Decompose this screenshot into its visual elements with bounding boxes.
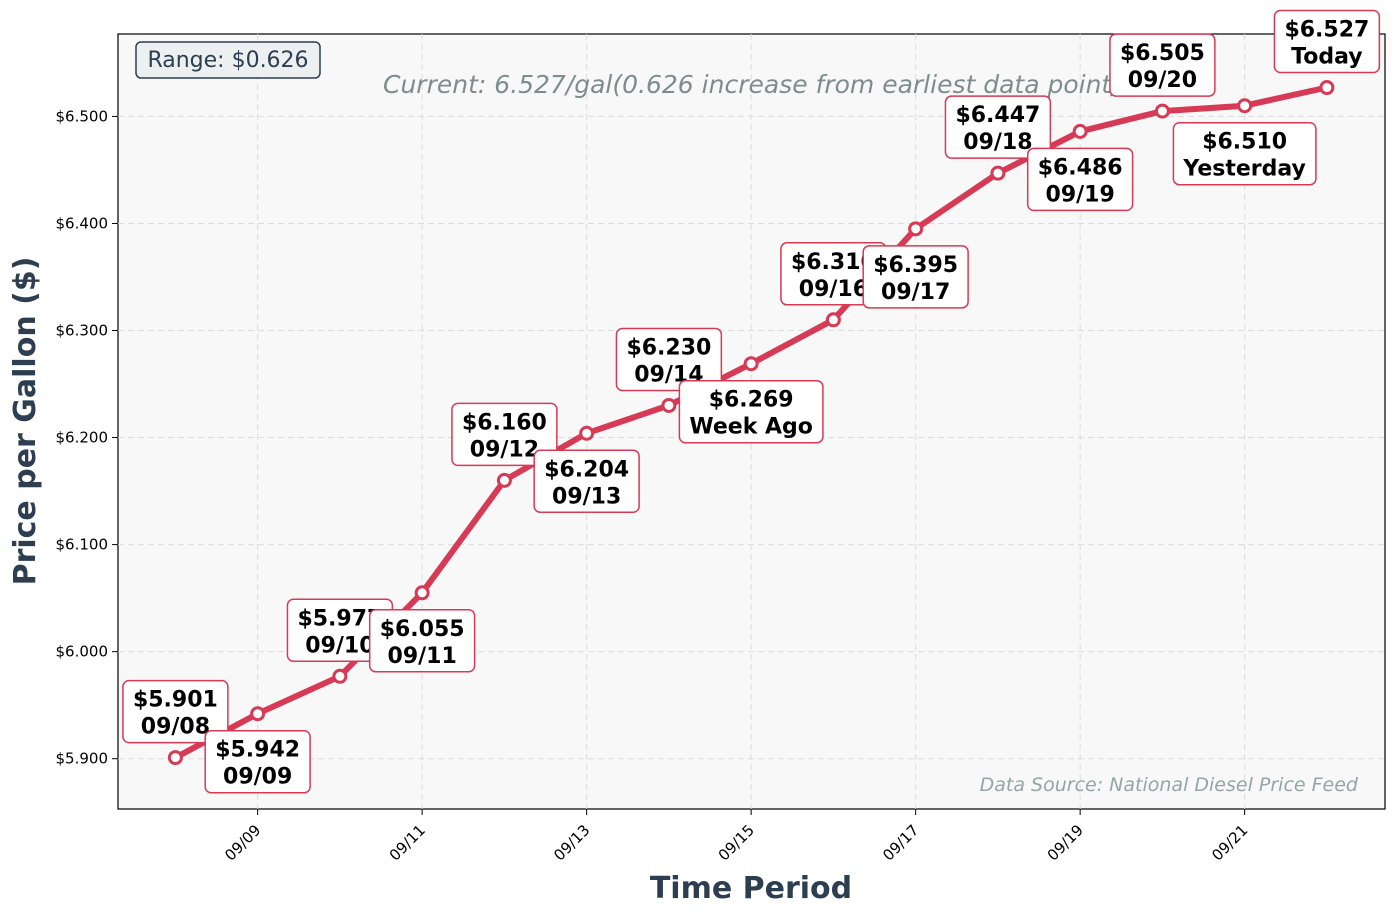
data-label-box — [1109, 33, 1216, 97]
data-label-box — [1026, 147, 1134, 212]
x-axis-title: Time Period — [650, 871, 852, 906]
data-label-price: $6.486 — [1038, 155, 1123, 180]
data-label-price: $6.505 — [1120, 41, 1205, 66]
x-tick-label: 09/17 — [879, 821, 922, 864]
data-point — [990, 165, 1006, 181]
x-tick-label: 09/09 — [221, 821, 264, 864]
data-label-date: 09/11 — [388, 644, 457, 669]
data-label-date: 09/13 — [552, 484, 621, 509]
data-label-box — [1273, 9, 1381, 74]
data-label-date: 09/16 — [799, 277, 868, 302]
range-label: Range: $0.626 — [147, 48, 308, 73]
data-labels: $5.90109/08$5.94209/09$5.97709/10$6.0550… — [122, 9, 1381, 794]
range-box: Range: $0.626 — [135, 41, 321, 79]
data-label-price: $6.395 — [873, 253, 958, 278]
data-label-box — [862, 245, 969, 309]
x-tick-label: 09/21 — [1208, 821, 1251, 864]
data-label-date: 09/17 — [881, 280, 950, 305]
data-point — [1319, 80, 1335, 96]
y-tick-label: $6.100 — [56, 536, 109, 554]
data-label-date: 09/08 — [141, 715, 210, 740]
data-label-date: Yesterday — [1182, 157, 1305, 182]
y-tick-label: $5.900 — [56, 750, 109, 768]
data-point — [579, 425, 595, 441]
data-label-price: $6.510 — [1202, 130, 1287, 155]
data-point — [1237, 98, 1253, 114]
y-tick-label: $6.500 — [56, 107, 109, 125]
y-tick-label: $6.000 — [56, 643, 109, 661]
data-point — [825, 312, 841, 328]
data-label-date: Today — [1291, 45, 1362, 70]
data-point — [1072, 123, 1088, 139]
x-tick-label: 09/19 — [1044, 821, 1087, 864]
data-label-date: 09/09 — [223, 765, 292, 790]
data-point — [332, 668, 348, 684]
y-axis-title: Price per Gallon ($) — [8, 257, 43, 586]
data-label-price: $6.230 — [626, 335, 711, 360]
data-label-price: $5.901 — [133, 688, 218, 713]
x-tick-label: 09/11 — [386, 821, 429, 864]
data-label-price: $6.447 — [955, 103, 1040, 128]
x-tick-label: 09/13 — [550, 821, 593, 864]
data-label-price: $6.160 — [462, 410, 547, 435]
data-label-price: $6.204 — [544, 457, 629, 482]
data-label-box — [122, 679, 229, 744]
data-label-box — [615, 327, 723, 392]
y-tick-label: $6.400 — [56, 214, 109, 232]
data-label-box — [1172, 121, 1317, 186]
data-label-box — [533, 449, 640, 514]
data-point — [414, 585, 430, 601]
source-note: Data Source: National Diesel Price Feed — [980, 774, 1359, 796]
data-point — [250, 706, 266, 722]
data-label-date: 09/20 — [1128, 68, 1197, 93]
data-label-date: 09/19 — [1046, 182, 1115, 207]
data-label-price: $6.310 — [791, 250, 876, 275]
x-tick-label: 09/15 — [715, 821, 758, 864]
data-label-price: $5.977 — [297, 606, 382, 631]
data-label-box — [204, 729, 311, 794]
data-label-box — [678, 379, 824, 444]
data-label-box — [368, 609, 476, 673]
data-label-date: 09/18 — [963, 130, 1032, 155]
data-label-price: $6.269 — [709, 388, 794, 413]
y-tick-label: $6.200 — [56, 429, 109, 447]
data-point — [1154, 103, 1170, 119]
chart-subtitle: Current: 6.527/gal(0.626 increase from e… — [383, 70, 1121, 99]
data-point — [496, 472, 512, 488]
data-point — [908, 221, 924, 237]
data-label-price: $5.942 — [215, 738, 300, 763]
data-label-date: 09/12 — [470, 437, 539, 462]
data-point — [661, 397, 677, 413]
data-points — [167, 80, 1335, 766]
data-label-box — [944, 95, 1052, 159]
data-point — [167, 750, 183, 766]
data-label-price: $6.527 — [1284, 18, 1369, 43]
data-point — [743, 356, 759, 372]
y-tick-label: $6.300 — [56, 322, 109, 340]
data-label-date: 09/10 — [305, 633, 374, 658]
data-label-box — [451, 402, 558, 467]
data-label-price: $6.055 — [380, 617, 465, 642]
data-label-date: Week Ago — [689, 415, 813, 440]
